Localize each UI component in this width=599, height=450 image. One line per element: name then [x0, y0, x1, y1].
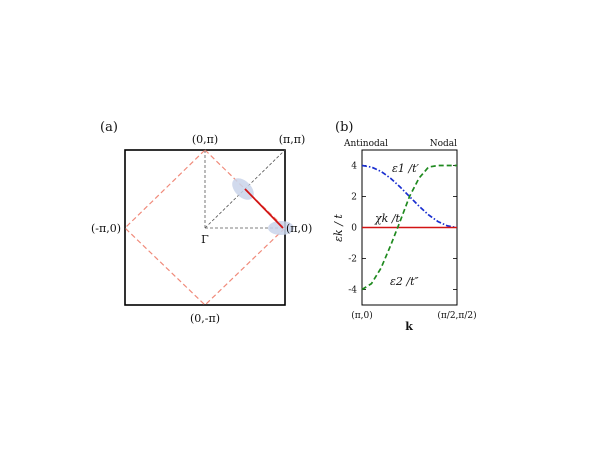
eps1-annotation: ε1 /t′	[392, 162, 420, 175]
x-axis-label: k	[405, 320, 413, 333]
y-tick-label: 4	[351, 162, 357, 172]
panel-b-label: (b)	[335, 120, 353, 135]
label-0-minus-pi: (0,-π)	[190, 312, 220, 325]
nodal-label: Nodal	[430, 139, 457, 149]
x-tick-right: (π/2,π/2)	[437, 310, 476, 321]
x-tick-left: (π,0)	[351, 310, 373, 321]
panel-a-label: (a)	[100, 120, 118, 135]
antinodal-label: Antinodal	[343, 139, 388, 149]
panel-a: (a) (0,π) (π,π) (-π,0) (π,0) (0,-π) Γ	[91, 120, 312, 325]
panel-b: (b) Antinodal Nodal -4 -2 0 2 4 εk / t (π,0)…	[332, 120, 477, 333]
label-0-pi: (0,π)	[192, 133, 218, 146]
eps2-annotation: ε2 /t″	[390, 275, 420, 288]
antinodal-region-ellipse	[268, 221, 294, 235]
y-tick-label: 2	[351, 193, 357, 203]
y-tick-label: -4	[348, 286, 357, 296]
label-pi-pi: (π,π)	[279, 133, 306, 146]
chi-annotation: χk /t	[374, 212, 401, 225]
label-gamma: Γ	[201, 233, 209, 246]
series-line-2	[361, 164, 457, 291]
fermi-surface-segment	[244, 188, 284, 229]
y-axis-label: εk / t	[332, 214, 345, 242]
y-tick-label: -2	[348, 255, 357, 265]
nodal-region-ellipse	[232, 178, 254, 200]
y-tick-label: 0	[351, 224, 357, 234]
label-minus-pi-0: (-π,0)	[91, 222, 121, 235]
label-pi-0: (π,0)	[286, 222, 312, 235]
plot-series	[361, 164, 458, 291]
